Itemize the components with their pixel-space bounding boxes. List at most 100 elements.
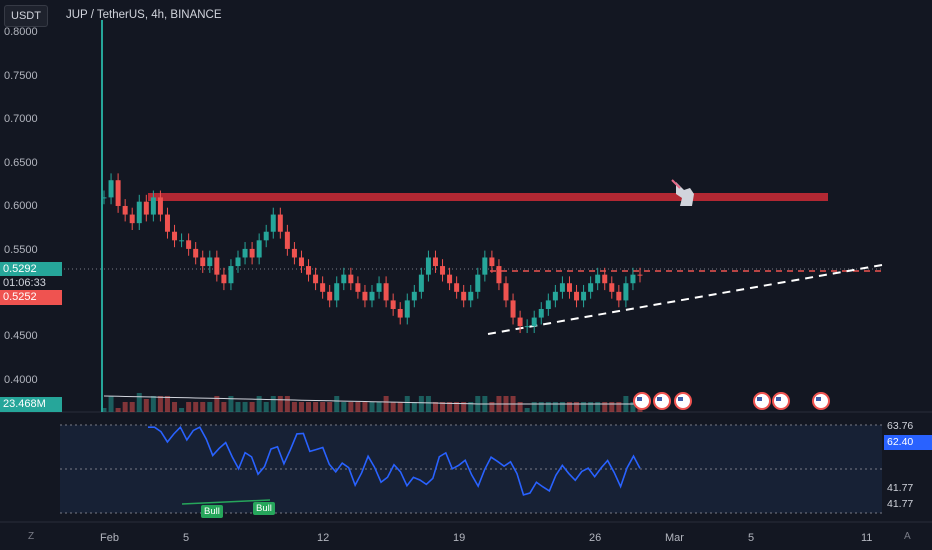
candle-body	[482, 257, 488, 275]
candle-body	[602, 274, 608, 284]
currency-button[interactable]: USDT	[4, 5, 48, 27]
volume-bar	[376, 402, 382, 412]
time-axis-label: 5	[748, 532, 755, 544]
candle-body	[503, 283, 509, 301]
candle-body	[489, 257, 495, 267]
bull-divergence-label: Bull	[201, 505, 223, 518]
candle-body	[454, 283, 460, 292]
chart-toolbar: USDT JUP / TetherUS, 4h, BINANCE	[0, 0, 932, 30]
volume-bar	[263, 402, 269, 412]
flag-canton	[816, 397, 821, 401]
candle-body	[207, 257, 213, 267]
candle-body	[143, 201, 149, 215]
last-price-tag: 0.5292	[0, 262, 62, 277]
candle-body	[637, 274, 643, 276]
candle-body	[291, 248, 297, 258]
volume-bar	[524, 408, 530, 412]
candle-body	[432, 257, 438, 267]
volume-bar	[602, 402, 608, 412]
volume-bar	[242, 402, 248, 412]
rsi-lower-tag: 41.77	[884, 481, 932, 496]
candle-body	[101, 197, 107, 199]
volume-bar	[108, 396, 114, 412]
volume-bar	[207, 402, 213, 412]
volume-bar	[136, 393, 142, 412]
volume-bar	[418, 396, 424, 412]
prev-price-tag: 0.5252	[0, 290, 62, 305]
volume-bar	[179, 408, 185, 412]
candle-body	[221, 274, 227, 284]
price-axis-label: 0.8000	[4, 26, 38, 38]
candle-body	[588, 283, 594, 292]
candle-body	[129, 214, 135, 224]
candle-body	[369, 291, 375, 301]
candle-body	[122, 205, 128, 215]
volume-bar	[440, 402, 446, 412]
volume-bar	[157, 396, 163, 412]
volume-bar	[616, 402, 622, 412]
tradingview-z-icon[interactable]: Z	[28, 531, 35, 542]
candle-body	[566, 283, 572, 292]
auto-scale-icon[interactable]: A	[904, 531, 911, 542]
chart-title: JUP / TetherUS, 4h, BINANCE	[66, 9, 222, 21]
volume-ma-line	[103, 395, 640, 405]
volume-bar	[552, 402, 558, 412]
candles	[101, 20, 643, 412]
candle-body	[390, 300, 396, 309]
candle-body	[277, 214, 283, 232]
volume-bar	[574, 402, 580, 412]
candle-body	[425, 257, 431, 275]
resistance-zone	[148, 193, 828, 201]
volume-bar	[489, 402, 495, 412]
price-axis-label: 0.6000	[4, 200, 38, 212]
price-axis-label: 0.7500	[4, 70, 38, 82]
candle-body	[108, 180, 114, 198]
price-axis-label: 0.5500	[4, 244, 38, 256]
volume-bar	[447, 402, 453, 412]
candle-body	[228, 266, 234, 284]
volume-bar	[559, 402, 565, 412]
unicorn-icon	[671, 179, 694, 206]
candle-body	[284, 231, 290, 249]
volume-bar	[193, 402, 199, 412]
volume-bar	[334, 396, 340, 412]
candle-body	[630, 274, 636, 284]
time-axis-label: 26	[589, 532, 602, 544]
candle-body	[609, 283, 615, 292]
volume-bar	[383, 396, 389, 412]
candle-body	[376, 283, 382, 292]
candle-body	[552, 291, 558, 301]
volume-bar	[291, 402, 297, 412]
candle-body	[531, 317, 537, 327]
volume-bar	[129, 402, 135, 412]
price-axis-label: 0.6500	[4, 157, 38, 169]
flag-canton	[678, 397, 683, 401]
candle-body	[581, 291, 587, 301]
candle-body	[447, 274, 453, 284]
volume-bars	[101, 393, 643, 412]
volume-bar	[425, 396, 431, 412]
candle-body	[362, 291, 368, 301]
volume-bar	[115, 408, 121, 412]
candle-body	[193, 248, 199, 258]
candle-body	[559, 283, 565, 292]
candle-body	[616, 291, 622, 301]
candle-body	[242, 248, 248, 258]
price-axis-label: 0.7000	[4, 113, 38, 125]
volume-bar	[369, 402, 375, 412]
time-axis-label: 12	[317, 532, 330, 544]
candle-body	[235, 257, 241, 267]
volume-bar	[517, 402, 523, 412]
candle-body	[418, 274, 424, 292]
volume-bar	[164, 396, 170, 412]
candle-body	[334, 283, 340, 301]
volume-bar	[249, 402, 255, 412]
event-flags	[633, 392, 830, 410]
flag-canton	[757, 397, 762, 401]
volume-bar	[538, 402, 544, 412]
time-axis-label: 11	[861, 532, 873, 544]
volume-bar	[186, 402, 192, 412]
candle-body	[517, 317, 523, 327]
candle-body	[510, 300, 516, 318]
